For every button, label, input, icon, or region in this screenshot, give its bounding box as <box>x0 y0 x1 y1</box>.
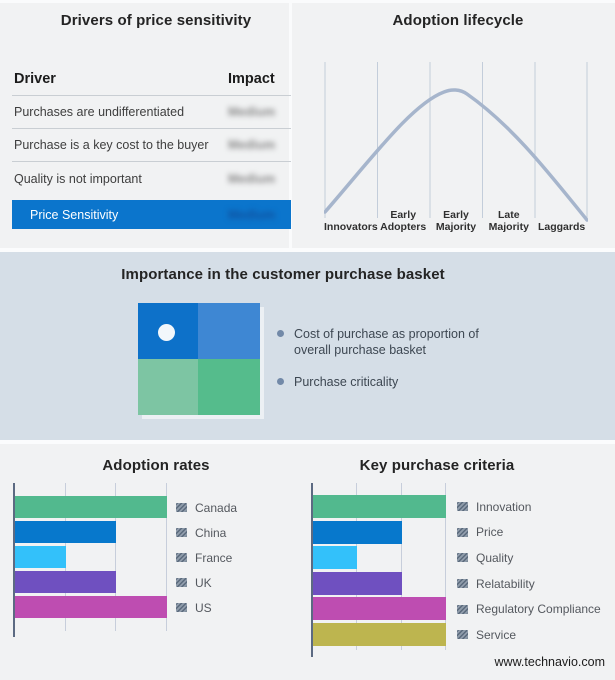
quadrant-top-right <box>198 303 260 359</box>
bullet-item: Cost of purchase as proportion of overal… <box>277 326 482 358</box>
bar-uk <box>15 571 117 593</box>
bar-us <box>15 596 167 618</box>
lifecycle-panel-title: Adoption lifecycle <box>392 12 524 29</box>
position-marker-dot <box>158 324 175 341</box>
stage-label-laggards: Laggards <box>537 220 586 233</box>
legend-swatch-icon <box>457 553 468 563</box>
driver-cell: Purchase is a key cost to the buyer <box>14 138 209 152</box>
table-row: Quality is not important Medium <box>12 162 291 195</box>
legend-item: China <box>176 520 237 545</box>
legend-label: France <box>195 550 233 565</box>
legend-item: Service <box>457 622 601 648</box>
bullet-item: Purchase criticality <box>277 374 482 390</box>
price-sensitivity-highlight-row: Price Sensitivity Medium <box>12 200 291 229</box>
bar-france <box>15 546 66 568</box>
basket-panel-title: Importance in the customer purchase bask… <box>121 266 445 283</box>
driver-cell: Purchases are undifferentiated <box>14 105 185 119</box>
bar-china <box>15 521 117 543</box>
legend-item: UK <box>176 570 237 595</box>
bell-curve-line <box>324 88 588 222</box>
legend-label: Regulatory Compliance <box>476 602 601 617</box>
adoption-rates-title: Adoption rates <box>102 457 210 474</box>
technavio-url: www.technavio.com <box>494 655 605 669</box>
stage-label-early-majority: Early Majority <box>435 209 477 233</box>
legend-item: Relatability <box>457 571 601 597</box>
bar-service <box>313 622 446 646</box>
stage-label-early-adopters: Early Adopters <box>380 209 427 233</box>
legend-swatch-icon <box>457 579 468 589</box>
bar-canada <box>15 496 167 518</box>
legend-label: Canada <box>195 500 238 515</box>
legend-item: Regulatory Compliance <box>457 596 601 622</box>
impact-cell-blurred: Medium <box>228 207 276 222</box>
key-purchase-criteria-plot <box>311 483 446 657</box>
quadrant-matrix <box>138 303 260 415</box>
legend-swatch-icon <box>176 503 187 512</box>
legend-swatch-icon <box>176 528 187 537</box>
driver-cell: Quality is not important <box>14 171 142 186</box>
gridline <box>445 483 446 651</box>
legend-item: Quality <box>457 545 601 571</box>
adoption-rates-legend: Canada China France UK US <box>176 495 237 620</box>
table-row: Purchases are undifferentiated Medium <box>12 96 291 129</box>
drivers-table-header: Driver Impact <box>12 63 291 96</box>
legend-swatch-icon <box>176 603 187 612</box>
legend-item: Innovation <box>457 494 601 520</box>
drivers-panel-title: Drivers of price sensitivity <box>60 12 252 29</box>
legend-label: US <box>195 600 212 615</box>
bar-innovation <box>313 495 446 518</box>
adoption-rates-plot <box>13 483 167 637</box>
legend-label: UK <box>195 575 212 590</box>
table-row: Purchase is a key cost to the buyer Medi… <box>12 129 291 162</box>
lifecycle-stage-labels: Innovators Early Adopters Early Majority… <box>324 203 588 233</box>
bar-price <box>313 520 402 544</box>
bar-relatability <box>313 571 402 595</box>
legend-label: Quality <box>476 550 514 565</box>
legend-swatch-icon <box>457 604 468 614</box>
impact-column-header: Impact <box>228 71 275 87</box>
impact-cell-blurred: Medium <box>228 171 276 186</box>
legend-item: France <box>176 545 237 570</box>
legend-swatch-icon <box>176 578 187 587</box>
legend-swatch-icon <box>176 553 187 562</box>
impact-cell-blurred: Medium <box>228 138 276 152</box>
impact-cell-blurred: Medium <box>228 105 276 119</box>
key-purchase-criteria-title: Key purchase criteria <box>359 457 515 474</box>
key-purchase-criteria-legend: Innovation Price Quality Relatability Regula… <box>457 494 601 648</box>
legend-item: Canada <box>176 495 237 520</box>
gridline <box>115 483 117 631</box>
legend-label: Relatability <box>476 576 535 591</box>
legend-label: Service <box>476 627 517 642</box>
bars-group <box>15 483 167 637</box>
purchase-basket-band <box>0 248 615 444</box>
legend-item: US <box>176 595 237 620</box>
panel-divider <box>289 0 292 248</box>
legend-label: Price <box>476 525 504 540</box>
legend-item: Price <box>457 520 601 546</box>
drivers-table: Driver Impact Purchases are undifferenti… <box>12 63 291 195</box>
top-gutter <box>0 0 615 3</box>
gridline <box>400 483 402 651</box>
quadrant-bottom-right <box>198 359 260 415</box>
basket-bullet-list: Cost of purchase as proportion of overal… <box>277 326 482 390</box>
legend-swatch-icon <box>457 502 468 512</box>
legend-swatch-icon <box>457 527 468 537</box>
stage-label-innovators: Innovators <box>324 220 378 233</box>
legend-swatch-icon <box>457 630 468 640</box>
quadrant-bottom-left <box>138 359 198 415</box>
bar-quality <box>313 546 358 569</box>
bars-group <box>313 483 446 657</box>
driver-column-header: Driver <box>14 71 56 87</box>
legend-label: China <box>195 525 227 540</box>
adoption-lifecycle-curve-chart <box>324 62 588 222</box>
stage-label-late-majority: Late Majority <box>488 209 529 233</box>
bar-regulatory-compliance <box>313 597 446 620</box>
driver-cell: Price Sensitivity <box>30 207 119 222</box>
gridline <box>166 483 167 631</box>
legend-label: Innovation <box>476 499 532 514</box>
